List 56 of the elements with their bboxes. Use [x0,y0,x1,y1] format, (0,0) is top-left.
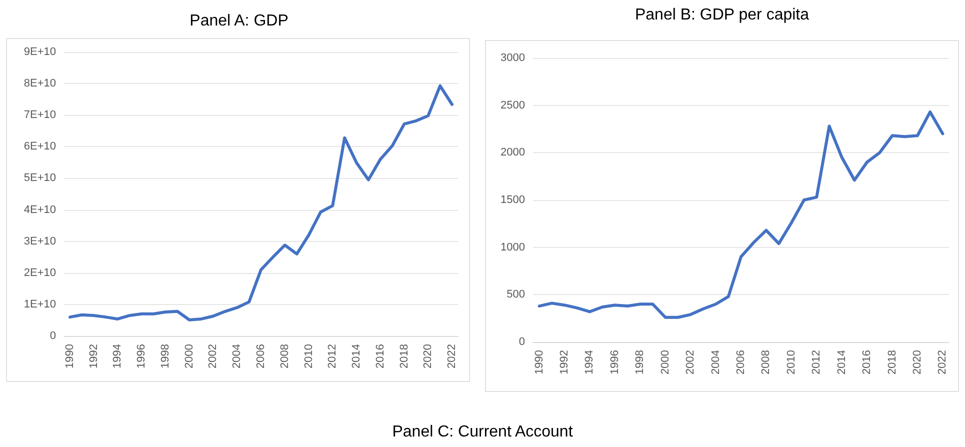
x-tick-label: 2006 [735,350,747,374]
x-tick-label: 2002 [684,350,697,374]
x-tick-label: 2000 [659,350,672,374]
x-tick-label: 1990 [64,344,76,368]
y-tick-label: 1000 [500,241,525,254]
x-tick-label: 2018 [398,344,410,368]
x-tick-label: 2006 [255,344,267,368]
chart-title: Panel B: GDP per capita [634,6,810,24]
line-series [68,84,454,322]
y-tick-label: 0 [518,336,525,348]
x-tick-label: 2022 [446,344,458,368]
y-tick-label: 3E+10 [24,235,56,248]
x-tick-label: 2012 [810,350,823,374]
x-tick-label: 2016 [861,350,874,374]
x-tick-label: 1998 [159,344,172,368]
x-tick-label: 2014 [350,344,363,368]
y-tick-label: 1E+10 [24,298,56,310]
x-tick-label: 1994 [112,344,124,368]
x-tick-label: 2014 [836,350,848,374]
x-tick-label: 2002 [207,344,220,368]
x-tick-label: 2008 [278,344,291,368]
text: Panel C: Current Account [392,424,574,440]
y-tick-label: 2E+10 [24,266,56,279]
y-tick-label: 2500 [500,99,525,112]
x-tick-label: 2008 [760,350,772,374]
x-tick-label: 2004 [710,350,722,374]
x-tick-label: 2016 [374,344,386,368]
x-tick-label: 2010 [785,350,798,374]
y-tick-label: 500 [506,288,525,301]
chart-title: Panel A: GDP [190,12,288,30]
x-tick-label: 1998 [634,350,646,374]
y-tick-label: 1500 [500,194,525,206]
x-tick-label: 1996 [608,350,621,374]
y-tick-label: 7E+10 [24,109,56,122]
y-tick-label: 3000 [500,52,525,64]
y-tick-label: 9E+10 [24,46,56,58]
x-tick-label: 2004 [231,344,244,368]
x-tick-label: 1994 [584,350,596,374]
line-series [538,110,944,319]
y-tick-label: 4E+10 [24,204,56,216]
y-tick-label: 5E+10 [24,172,56,184]
x-tick-label: 2018 [886,350,898,374]
x-tick-label: 2020 [422,344,434,368]
x-tick-label: 2000 [183,344,196,368]
y-tick-label: 8E+10 [24,78,56,90]
x-tick-label: 2012 [326,344,339,368]
y-tick-label: 0 [50,330,56,342]
x-tick-label: 2020 [911,350,924,374]
x-tick-label: 2010 [302,344,315,368]
y-tick-label: 6E+10 [24,140,56,153]
x-tick-label: 2022 [936,350,949,374]
x-tick-label: 1992 [88,344,100,368]
x-tick-label: 1990 [533,350,546,374]
y-tick-label: 2000 [500,146,525,159]
x-tick-label: 1996 [136,344,148,368]
x-tick-label: 1992 [558,350,571,374]
